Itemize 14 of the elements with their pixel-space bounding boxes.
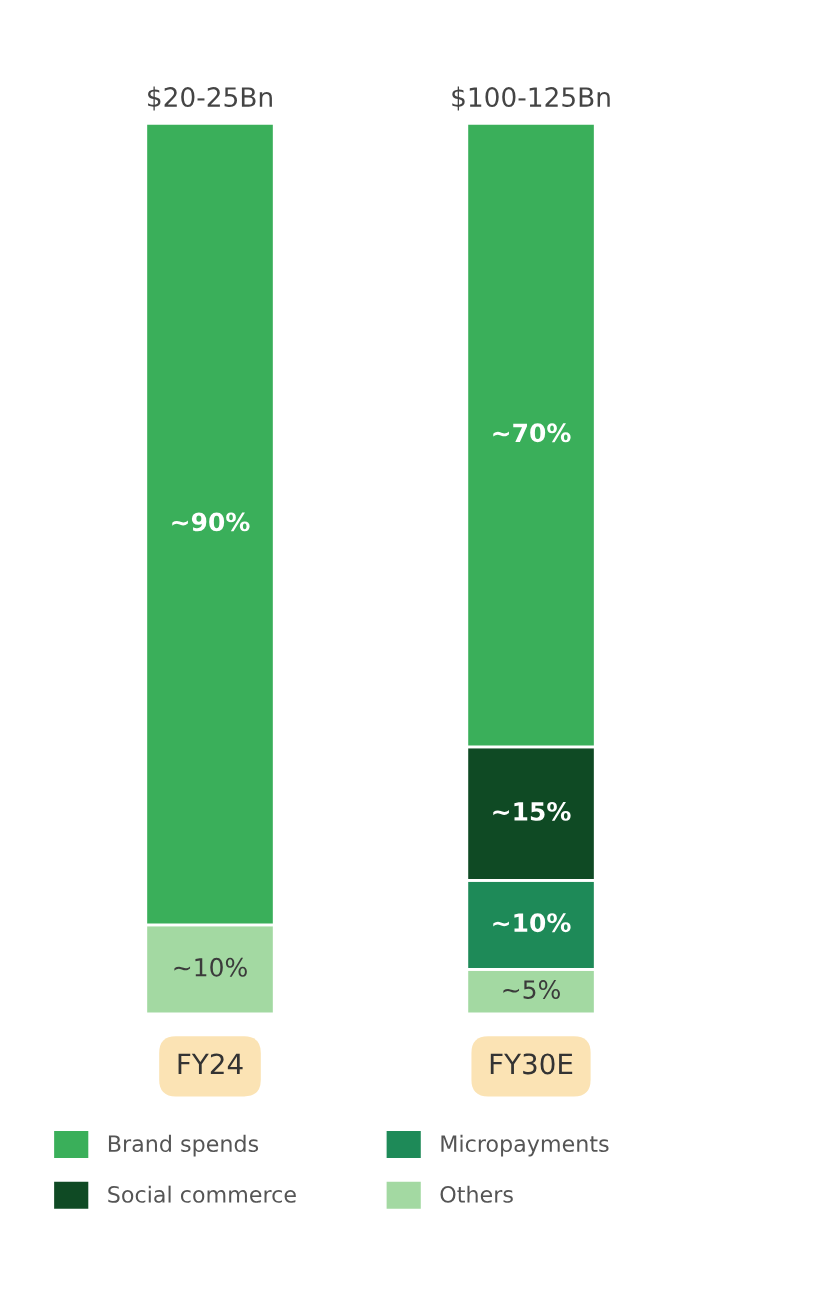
legend-label: Micropayments [441,1134,609,1157]
data-label: ~5% [503,980,560,999]
legend-label: Others [440,1185,513,1203]
legend-label: Brand spends [108,1134,259,1157]
legend-label: Social commerce [108,1185,296,1203]
total-label: $20-25Bn [148,86,272,111]
x-tick-label: FY30E [490,1053,573,1075]
x-tick-label: FY24 [178,1053,243,1074]
total-label: $100-125Bn [452,86,610,111]
data-label: ~10% [493,913,571,933]
data-label: ~10% [174,957,247,977]
data-label: ~15% [493,801,571,821]
data-label: ~90% [172,512,250,532]
data-label: ~70% [493,423,571,443]
